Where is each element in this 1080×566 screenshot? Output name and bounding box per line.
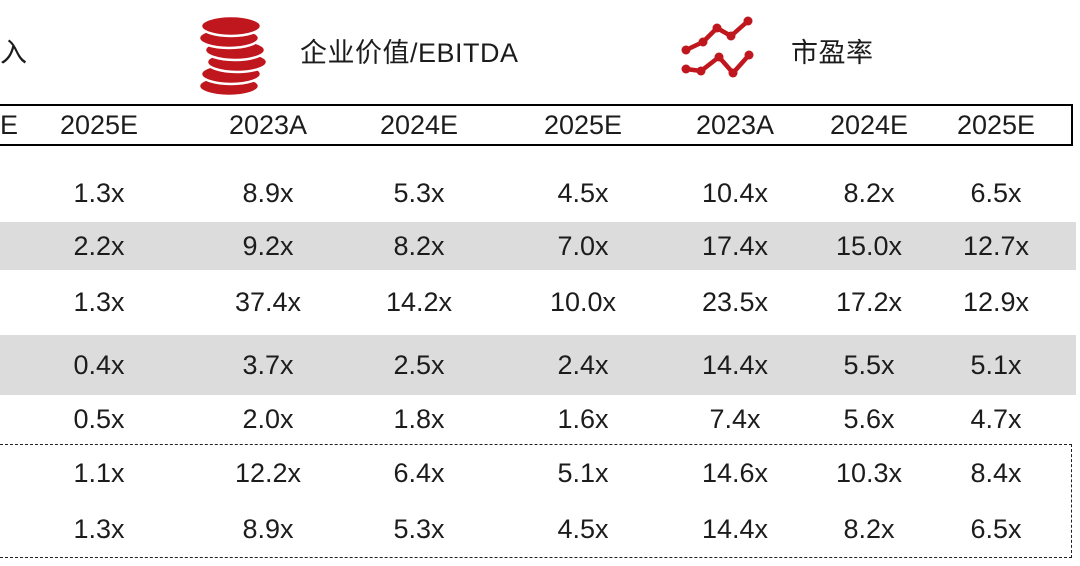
table-cell: 23.5x [701,287,769,317]
table-cell: 1.3x [73,178,125,208]
table-cell: 14.4x [701,349,769,380]
table-row: 1.1x 12.2x 6.4x 5.1x 14.6x 10.3x 8.4x [0,445,1071,501]
table-cell: 2.0x [242,404,294,434]
table-cell: 6.5x [970,513,1022,544]
table-cell: 14.6x [701,457,769,488]
table-cell: 4.5x [557,513,609,544]
table-cell: 6.5x [970,178,1022,208]
table-cell: 8.2x [843,178,895,208]
table-cell: 0.4x [73,349,125,380]
table-cell: 10.3x [835,457,903,488]
table-cell: 2.2x [73,230,125,261]
legend-row: 入 企业价值/EBITDA [0,0,1080,104]
table-cell: 3.7x [242,349,294,380]
table-cell: 6.4x [393,457,445,488]
table-row: 1.3x 37.4x 14.2x 10.0x 23.5x 17.2x 12.9x [0,270,1076,335]
table-cell: 5.3x [393,513,445,544]
table-cell: 1.6x [557,404,609,434]
header-cell-2024e: 2024E [829,109,909,140]
legend-partial-label: 入 [0,38,27,68]
header-cell-2023a: 2023A [228,109,308,140]
header-cell-2025e: 2025E [956,109,1036,140]
table-cell: 1.3x [73,513,125,544]
table-cell: 1.8x [393,404,445,434]
table-cell: 15.0x [835,230,903,261]
table-cell [0,146,17,222]
table-cell [0,445,17,501]
table-cell: 8.4x [970,457,1022,488]
table-cell [0,270,17,335]
header-cell-cut: E [0,109,19,140]
coin-stack-icon [197,14,269,98]
table-cell: 12.7x [962,230,1030,261]
table-cell: 10.4x [701,178,769,208]
table-cell: 8.9x [242,178,294,208]
table-cell [0,501,17,557]
table-cell: 12.9x [962,287,1030,317]
header-cell-2025e: 2025E [59,109,139,140]
table-summary-box: 1.1x 12.2x 6.4x 5.1x 14.6x 10.3x 8.4x 1.3x 8.9x 5… [0,444,1072,558]
table-row: 2.2x 9.2x 8.2x 7.0x 17.4x 15.0x 12.7x [0,222,1076,270]
table-cell: 8.2x [843,513,895,544]
table-cell: 17.2x [835,287,903,317]
table-cell: 17.4x [701,230,769,261]
header-cell-2025e: 2025E [543,109,623,140]
table-cell: 0.5x [73,404,125,434]
table-cell: 5.1x [557,457,609,488]
table-header-row: E 2025E 2023A 2024E 2025E 2023A 2024E 20… [0,104,1073,146]
table-cell: 5.6x [843,404,895,434]
table-row: 0.4x 3.7x 2.5x 2.4x 14.4x 5.5x 5.1x [0,335,1076,395]
table-cell: 5.5x [843,349,895,380]
legend-label-pe-ratio: 市盈率 [791,38,874,68]
table-cell: 1.1x [73,457,125,488]
table-cell: 8.9x [242,513,294,544]
header-cell-2024e: 2024E [379,109,459,140]
table-cell: 2.4x [557,349,609,380]
table-body-main: 1.3x 8.9x 5.3x 4.5x 10.4x 8.2x 6.5x 2.2x 9.2x 8.2… [0,146,1076,444]
table-cell [0,222,17,270]
table-cell: 7.0x [557,230,609,261]
legend-label-ev-ebitda: 企业价值/EBITDA [300,38,519,68]
table-cell: 2.5x [393,349,445,380]
header-cell-2023a: 2023A [695,109,775,140]
table-row: 0.5x 2.0x 1.8x 1.6x 7.4x 5.6x 4.7x [0,395,1076,444]
table-row: 1.3x 8.9x 5.3x 4.5x 14.4x 8.2x 6.5x [0,501,1071,557]
table-cell: 14.2x [385,287,453,317]
table-row: 1.3x 8.9x 5.3x 4.5x 10.4x 8.2x 6.5x [0,146,1076,222]
table-cell: 4.5x [557,178,609,208]
table-cell: 1.3x [73,287,125,317]
comparables-table: E 2025E 2023A 2024E 2025E 2023A 2024E 20… [0,104,1080,558]
table-cell: 4.7x [970,404,1022,434]
table-cell: 7.4x [709,404,761,434]
table-cell [0,335,17,395]
table-cell: 5.3x [393,178,445,208]
table-cell: 10.0x [549,287,617,317]
table-cell: 14.4x [701,513,769,544]
table-cell: 12.2x [234,457,302,488]
line-chart-icon [681,16,754,78]
table-cell: 8.2x [393,230,445,261]
table-cell: 9.2x [242,230,294,261]
table-cell [0,395,17,444]
table-cell: 37.4x [234,287,302,317]
table-cell: 5.1x [970,349,1022,380]
